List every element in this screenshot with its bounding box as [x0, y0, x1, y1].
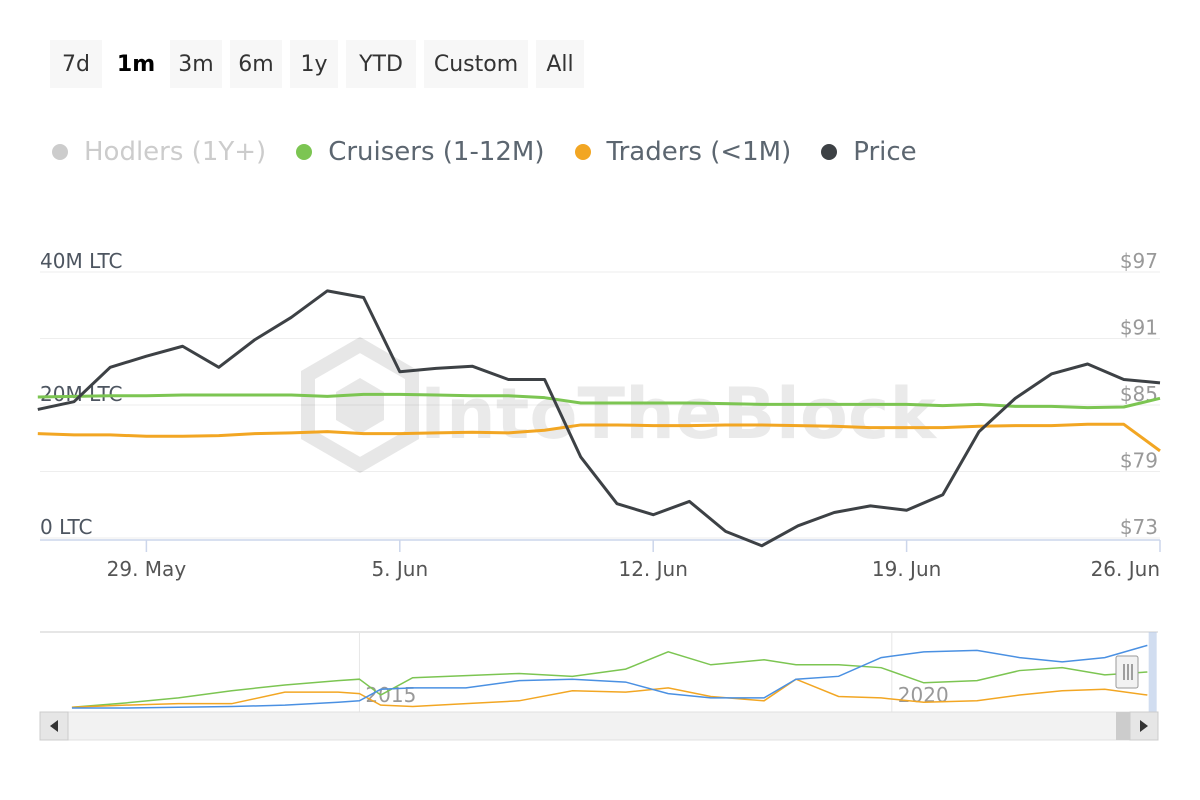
y-left-tick-label: 0 LTC [40, 515, 92, 539]
navigator-year-label: 2020 [898, 683, 949, 707]
navigator-line-traders [71, 678, 1148, 709]
x-tick-label: 26. Jun [1091, 557, 1160, 581]
range-button-7d[interactable]: 7d [50, 40, 102, 88]
range-selector: 7d 1m 3m 6m 1y YTD Custom All [50, 40, 584, 88]
legend-label: Price [853, 137, 917, 167]
x-tick-label: 29. May [107, 557, 187, 581]
legend-label: Hodlers (1Y+) [84, 137, 267, 167]
legend-item[interactable]: Traders (<1M) [574, 137, 792, 167]
legend-item[interactable]: Cruisers (1-12M) [296, 137, 545, 167]
watermark-logo-icon [301, 336, 419, 474]
navigator-line-price [71, 644, 1148, 709]
x-tick-label: 12. Jun [618, 557, 687, 581]
navigator-line-cruisers [71, 651, 1148, 709]
arrow-right-icon [1140, 720, 1148, 732]
scrollbar-thumb[interactable] [1116, 712, 1130, 740]
navigator-selection [1148, 632, 1157, 712]
legend-marker-icon [821, 144, 838, 160]
legend-marker-icon [296, 144, 313, 160]
legend-label: Cruisers (1-12M) [328, 137, 545, 167]
series-line-cruisers [37, 392, 1161, 410]
range-button-6m[interactable]: 6m [230, 40, 282, 88]
scrollbar-track [39, 711, 1159, 741]
arrow-left-icon [50, 720, 58, 732]
range-button-3m[interactable]: 3m [170, 40, 222, 88]
y-right-tick-label: $73 [1120, 515, 1158, 539]
series-line-traders [37, 422, 1161, 453]
legend-item[interactable]: Price [821, 137, 917, 167]
navigator-handle[interactable] [1115, 655, 1139, 689]
range-button-all[interactable]: All [536, 40, 584, 88]
legend-marker-icon [574, 144, 591, 160]
x-tick-label: 5. Jun [371, 557, 428, 581]
watermark-text: IntoTheBlock [420, 373, 937, 455]
navigator-year-label: 2015 [365, 683, 416, 707]
chart-legend: Hodlers (1Y+) Cruisers (1-12M) Traders (<1… [52, 130, 917, 174]
y-right-tick-label: $97 [1120, 249, 1158, 273]
series-line-price [37, 289, 1161, 548]
legend-item[interactable]: Hodlers (1Y+) [52, 137, 266, 167]
range-button-ytd[interactable]: YTD [346, 40, 416, 88]
range-button-1m[interactable]: 1m [110, 40, 162, 88]
y-right-tick-label: $91 [1120, 316, 1158, 340]
y-left-tick-label: 40M LTC [40, 249, 122, 273]
range-button-custom[interactable]: Custom [424, 40, 528, 88]
y-right-tick-label: $79 [1120, 449, 1158, 473]
x-tick-label: 19. Jun [872, 557, 941, 581]
range-button-1y[interactable]: 1y [290, 40, 338, 88]
legend-label: Traders (<1M) [606, 137, 792, 167]
legend-marker-icon [52, 144, 68, 160]
